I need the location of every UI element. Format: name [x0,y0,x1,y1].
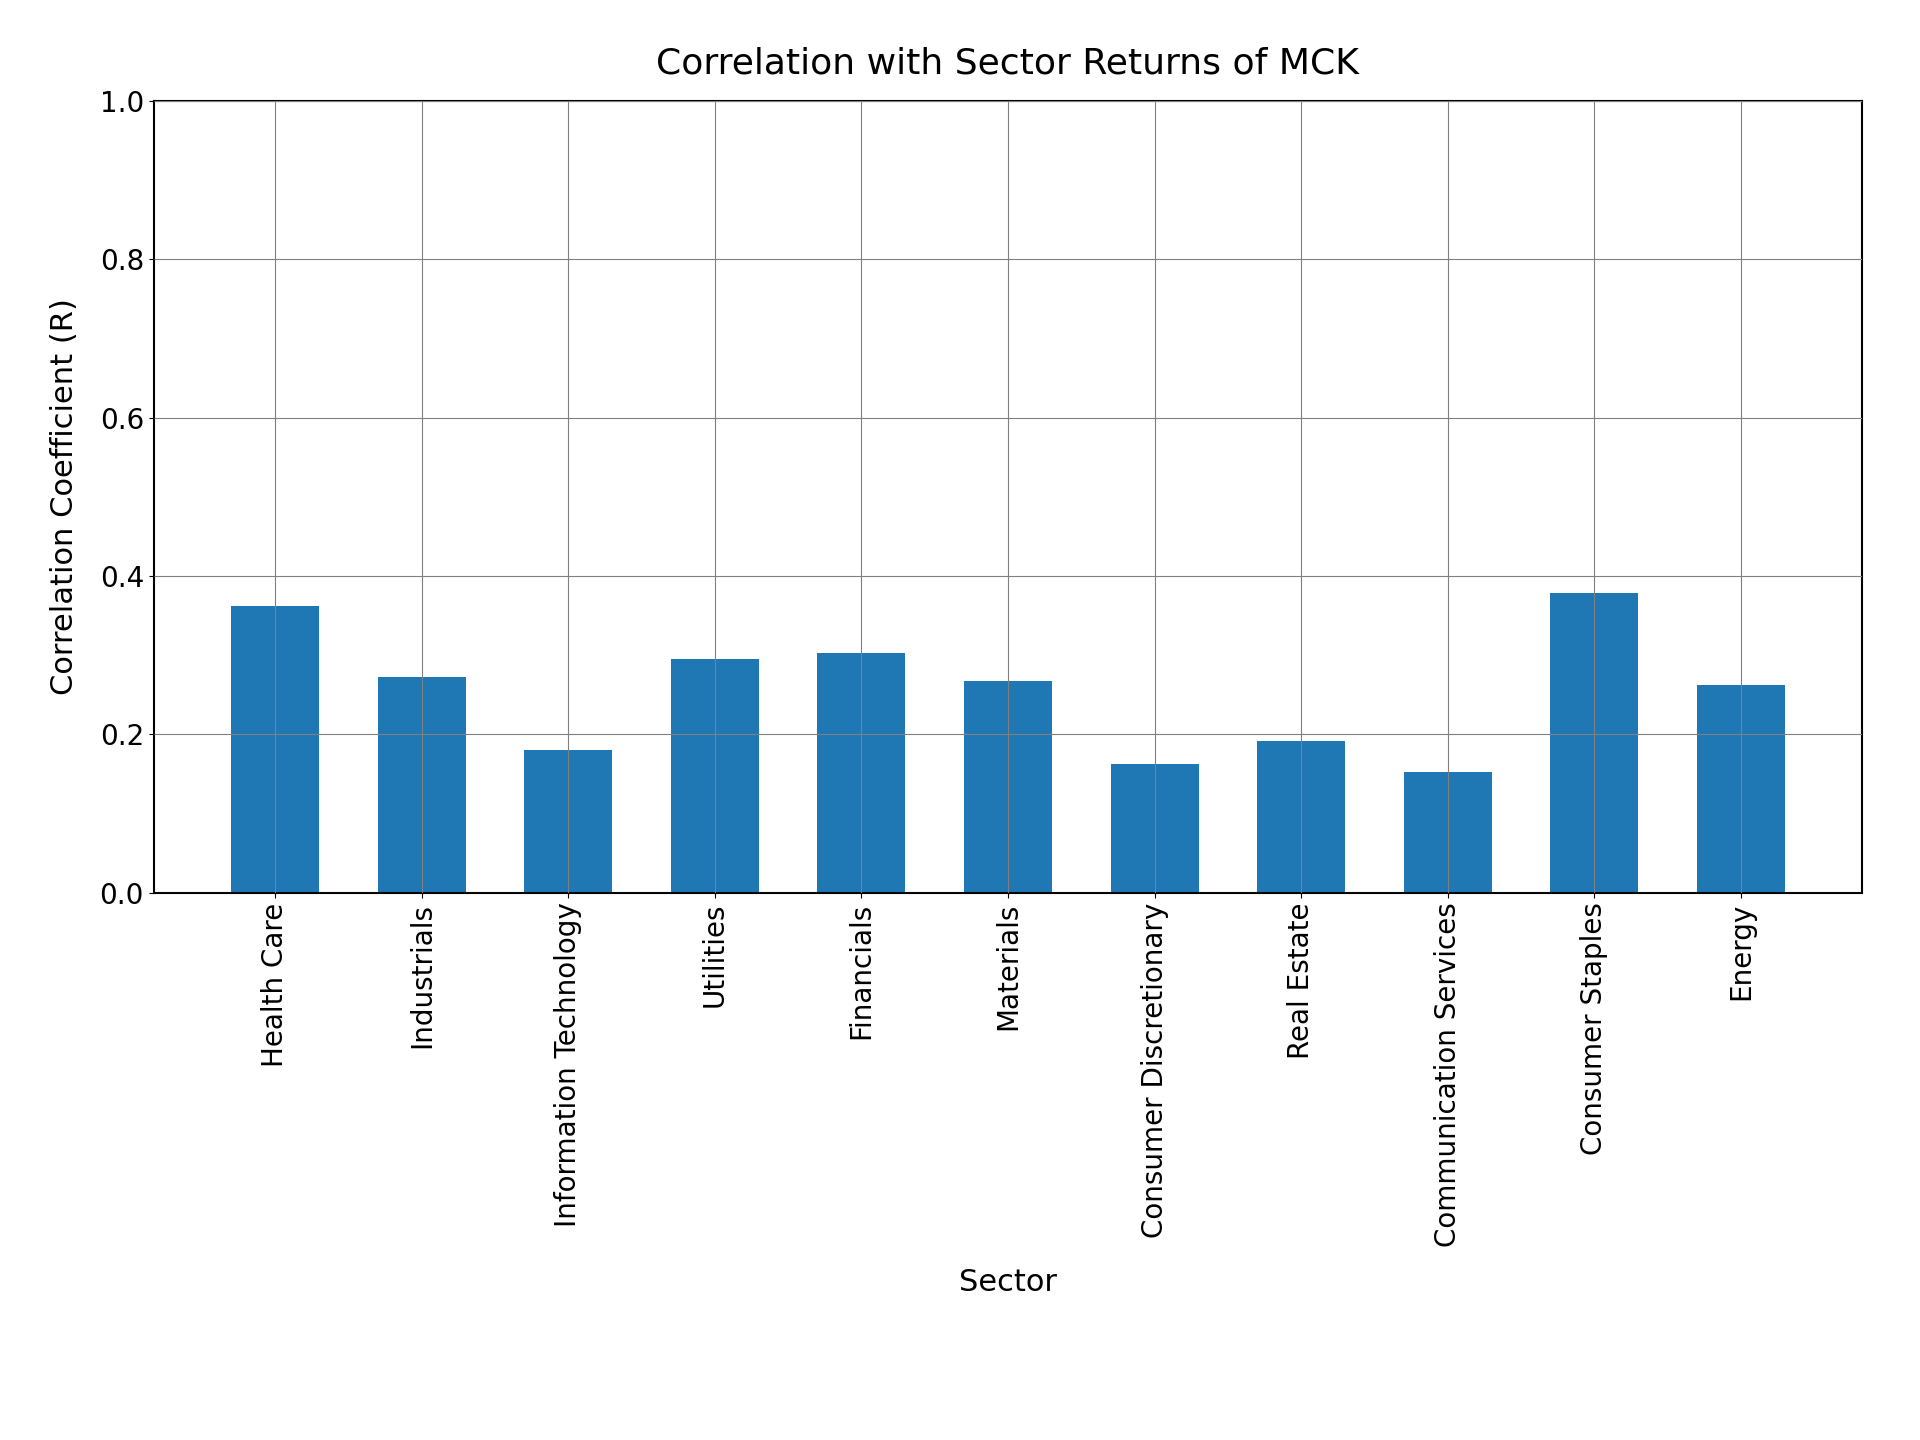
Bar [1549,593,1638,893]
Bar [1404,772,1492,893]
Y-axis label: Correlation Coefficient (R): Correlation Coefficient (R) [50,298,79,696]
Bar [1110,765,1198,893]
Bar [1258,740,1346,893]
X-axis label: Sector: Sector [958,1269,1058,1297]
Bar [818,652,906,893]
Bar [964,681,1052,893]
Bar [524,750,612,893]
Bar [230,606,319,893]
Bar [378,677,467,893]
Title: Correlation with Sector Returns of MCK: Correlation with Sector Returns of MCK [657,46,1359,81]
Bar [1697,685,1786,893]
Bar [670,660,758,893]
